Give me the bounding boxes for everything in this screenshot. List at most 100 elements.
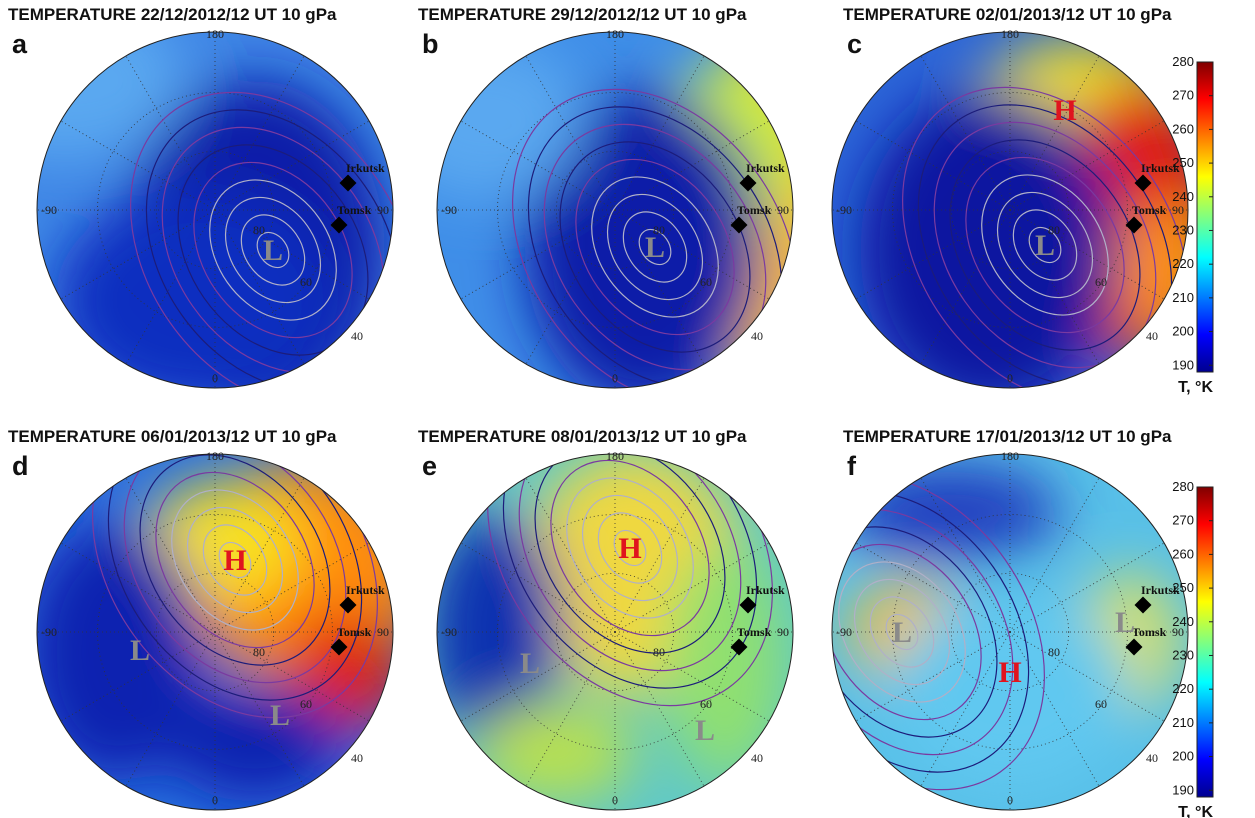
colorbar-tick-label: 260 — [1172, 546, 1194, 561]
longitude-label: 0 — [612, 793, 618, 807]
latitude-label: 60 — [1095, 275, 1107, 289]
station-label: Tomsk — [737, 203, 772, 217]
longitude-label: 0 — [612, 371, 618, 385]
latitude-label: 60 — [700, 697, 712, 711]
colorbar-label: T, °K — [1178, 379, 1213, 396]
latitude-label: 40 — [751, 751, 763, 765]
colorbar-scale — [1197, 62, 1213, 372]
longitude-label: 90 — [777, 625, 789, 639]
latitude-label: 60 — [300, 275, 312, 289]
map-disc — [425, 336, 831, 810]
panel-title: TEMPERATURE 06/01/2013/12 UT 10 gPa — [8, 427, 337, 446]
colorbar-tick-label: 190 — [1172, 782, 1194, 797]
colorbar-tick-label: 220 — [1172, 256, 1194, 271]
colorbar-tick-label: 240 — [1172, 614, 1194, 629]
colorbar-tick-label: 200 — [1172, 749, 1194, 764]
pressure-center: L — [695, 714, 715, 747]
latitude-label: 60 — [300, 697, 312, 711]
longitude-label: -90 — [836, 625, 852, 639]
pressure-center: L — [1115, 606, 1135, 639]
pressure-center: L — [130, 634, 150, 667]
figure: TEMPERATURE 22/12/2012/12 UT 10 gPa a 180 -… — [0, 0, 1255, 818]
colorbar-tick-label: 270 — [1172, 88, 1194, 103]
panel-title: TEMPERATURE 08/01/2013/12 UT 10 gPa — [418, 427, 747, 446]
longitude-label: 180 — [1001, 449, 1019, 463]
pressure-center: L — [270, 699, 290, 732]
panel-title: TEMPERATURE 17/01/2013/12 UT 10 gPa — [843, 427, 1172, 446]
map-panel: TEMPERATURE 29/12/2012/12 UT 10 gPa b 180 -… — [385, 5, 856, 459]
colorbar-tick-label: 260 — [1172, 121, 1194, 136]
station-label: Irkutsk — [746, 161, 785, 175]
colorbar-tick-label: 240 — [1172, 189, 1194, 204]
longitude-label: 0 — [212, 793, 218, 807]
longitude-label: 0 — [1007, 371, 1013, 385]
colorbar-tick-label: 280 — [1172, 479, 1194, 494]
temperature-blob — [860, 90, 1120, 410]
longitude-label: 180 — [1001, 27, 1019, 41]
colorbar-tick-label: 200 — [1172, 324, 1194, 339]
latitude-label: 40 — [1146, 751, 1158, 765]
colorbar-tick-label: 270 — [1172, 513, 1194, 528]
longitude-label: 180 — [606, 27, 624, 41]
longitude-label: 90 — [377, 625, 389, 639]
station-label: Tomsk — [337, 203, 372, 217]
panel-letter: b — [422, 29, 439, 59]
pressure-center: H — [618, 532, 641, 565]
latitude-label: 40 — [351, 751, 363, 765]
longitude-label: -90 — [441, 625, 457, 639]
latitude-label: 40 — [351, 329, 363, 343]
latitude-label: 60 — [700, 275, 712, 289]
colorbar-tick-label: 250 — [1172, 580, 1194, 595]
panel-title: TEMPERATURE 29/12/2012/12 UT 10 gPa — [418, 5, 747, 24]
colorbar-tick-label: 250 — [1172, 155, 1194, 170]
panel-title: TEMPERATURE 02/01/2013/12 UT 10 gPa — [843, 5, 1172, 24]
longitude-label: 180 — [206, 27, 224, 41]
colorbar-tick-label: 210 — [1172, 290, 1194, 305]
pressure-center: H — [998, 656, 1021, 689]
pressure-center: L — [520, 647, 540, 680]
longitude-label: 90 — [777, 203, 789, 217]
colorbar-tick-label: 230 — [1172, 222, 1194, 237]
longitude-label: 90 — [377, 203, 389, 217]
longitude-label: -90 — [441, 203, 457, 217]
temperature-blob — [475, 702, 635, 802]
longitude-label: -90 — [836, 203, 852, 217]
station-label: Tomsk — [1132, 203, 1167, 217]
temperature-blob — [165, 682, 345, 802]
panel-letter: d — [12, 451, 29, 481]
pressure-center: L — [645, 231, 665, 264]
colorbar-tick-label: 220 — [1172, 681, 1194, 696]
latitude-label: 40 — [751, 329, 763, 343]
panel-letter: c — [847, 29, 862, 59]
latitude-label: 40 — [1146, 329, 1158, 343]
panel-title: TEMPERATURE 22/12/2012/12 UT 10 gPa — [8, 5, 337, 24]
pressure-center: H — [223, 544, 246, 577]
colorbar-tick-label: 210 — [1172, 715, 1194, 730]
temperature-blob — [840, 462, 1060, 562]
longitude-label: 0 — [212, 371, 218, 385]
latitude-label: 80 — [1048, 645, 1060, 659]
station-label: Tomsk — [737, 625, 772, 639]
pressure-center: L — [892, 616, 912, 649]
latitude-label: 80 — [253, 645, 265, 659]
longitude-label: 180 — [606, 449, 624, 463]
panel-letter: e — [422, 451, 437, 481]
longitude-label: 180 — [206, 449, 224, 463]
pressure-center: L — [1035, 229, 1055, 262]
colorbar-label: T, °K — [1178, 804, 1213, 818]
latitude-label: 80 — [653, 645, 665, 659]
map-disc — [25, 348, 436, 810]
colorbar-tick-label: 230 — [1172, 647, 1194, 662]
map-panel: TEMPERATURE 06/01/2013/12 UT 10 gPa d 180 -… — [8, 348, 436, 810]
temperature-blob — [385, 40, 585, 200]
map-disc — [0, 0, 474, 462]
station-label: Irkutsk — [746, 583, 785, 597]
panel-letter: a — [12, 29, 28, 59]
longitude-label: 0 — [1007, 793, 1013, 807]
station-label: Tomsk — [1132, 625, 1167, 639]
longitude-label: -90 — [41, 203, 57, 217]
map-disc — [385, 32, 856, 459]
pressure-center: L — [263, 234, 283, 267]
longitude-label: -90 — [41, 625, 57, 639]
